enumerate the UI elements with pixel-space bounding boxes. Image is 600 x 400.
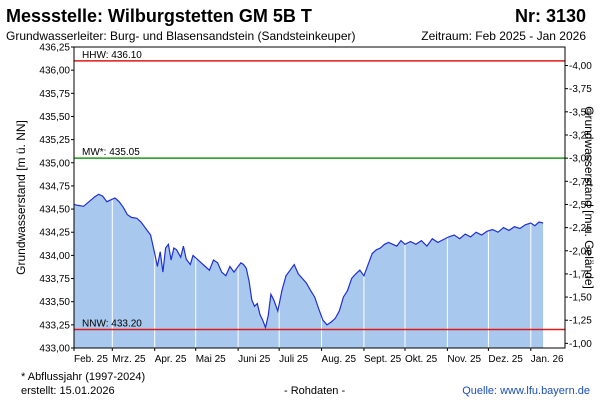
x-tick-label: Dez. 25 <box>488 354 523 365</box>
period-label: Zeitraum: Feb 2025 - Jan 2026 <box>421 29 586 43</box>
left-tick-label: 436,00 <box>39 66 70 77</box>
water-level-area <box>74 194 544 348</box>
water-level-line <box>73 193 544 330</box>
x-tick-label: Aug. 25 <box>322 354 357 365</box>
right-tick-label: -1,00 <box>569 339 592 350</box>
left-tick-label: 434,25 <box>39 228 70 239</box>
x-tick-label: Juli 25 <box>279 354 308 365</box>
raw-data-note: - Rohdaten - <box>284 385 346 397</box>
right-tick-label: -3,50 <box>569 107 592 118</box>
aquifer-label: Grundwasserleiter: Burg- und Blasensands… <box>6 29 356 43</box>
x-tick-label: Mrz. 25 <box>112 354 146 365</box>
left-tick-label: 435,25 <box>39 135 70 146</box>
x-tick-label: Mai 25 <box>196 354 226 365</box>
right-tick-label: -1,50 <box>569 293 592 304</box>
right-tick-label: -1,25 <box>569 316 592 327</box>
right-tick-label: -2,75 <box>569 177 592 188</box>
left-tick-label: 433,75 <box>39 274 70 285</box>
right-tick-label: -2,25 <box>569 223 592 234</box>
left-tick-label: 433,25 <box>39 320 70 331</box>
x-tick-label: Nov. 25 <box>447 354 481 365</box>
footnote: * Abflussjahr (1997-2024) <box>21 371 146 383</box>
x-tick-label: Sept. 25 <box>364 354 402 365</box>
left-tick-label: 435,00 <box>39 158 70 169</box>
station-number: Nr: 3130 <box>514 6 586 26</box>
right-tick-label: -2,00 <box>569 246 592 257</box>
right-tick-label: -4,00 <box>569 61 592 72</box>
nnw-label: NNW: 433.20 <box>82 318 142 329</box>
created-date: erstellt: 15.01.2026 <box>21 385 115 397</box>
mw-label: MW*: 435.05 <box>82 147 140 158</box>
y-axis-title: Grundwasserstand [m ü. NN] <box>14 120 28 275</box>
station-title: Messstelle: Wilburgstetten GM 5B T <box>6 6 312 26</box>
x-tick-label: Feb. 25 <box>74 354 108 365</box>
left-tick-label: 434,00 <box>39 251 70 262</box>
y2-axis-title: Grundwasserstand [m u. Gelände] <box>582 106 596 289</box>
left-tick-label: 435,50 <box>39 112 70 123</box>
left-tick-label: 434,75 <box>39 181 70 192</box>
right-tick-label: -3,00 <box>569 154 592 165</box>
x-tick-label: Okt. 25 <box>405 354 438 365</box>
right-tick-label: -3,25 <box>569 130 592 141</box>
left-tick-label: 434,50 <box>39 205 70 216</box>
left-tick-label: 433,50 <box>39 297 70 308</box>
right-tick-label: -1,75 <box>569 269 592 280</box>
right-tick-label: -3,75 <box>569 84 592 95</box>
left-tick-label: 436,25 <box>39 43 70 54</box>
source-link[interactable]: Quelle: www.lfu.bayern.de <box>462 385 590 397</box>
left-tick-label: 435,75 <box>39 89 70 100</box>
right-tick-label: -2,50 <box>569 200 592 211</box>
hhw-label: HHW: 436.10 <box>82 50 142 61</box>
x-tick-label: Juni 25 <box>238 354 271 365</box>
x-tick-label: Jan. 26 <box>531 354 564 365</box>
x-tick-label: Apr. 25 <box>155 354 187 365</box>
plot-frame <box>73 46 566 349</box>
left-tick-label: 433,00 <box>39 344 70 355</box>
